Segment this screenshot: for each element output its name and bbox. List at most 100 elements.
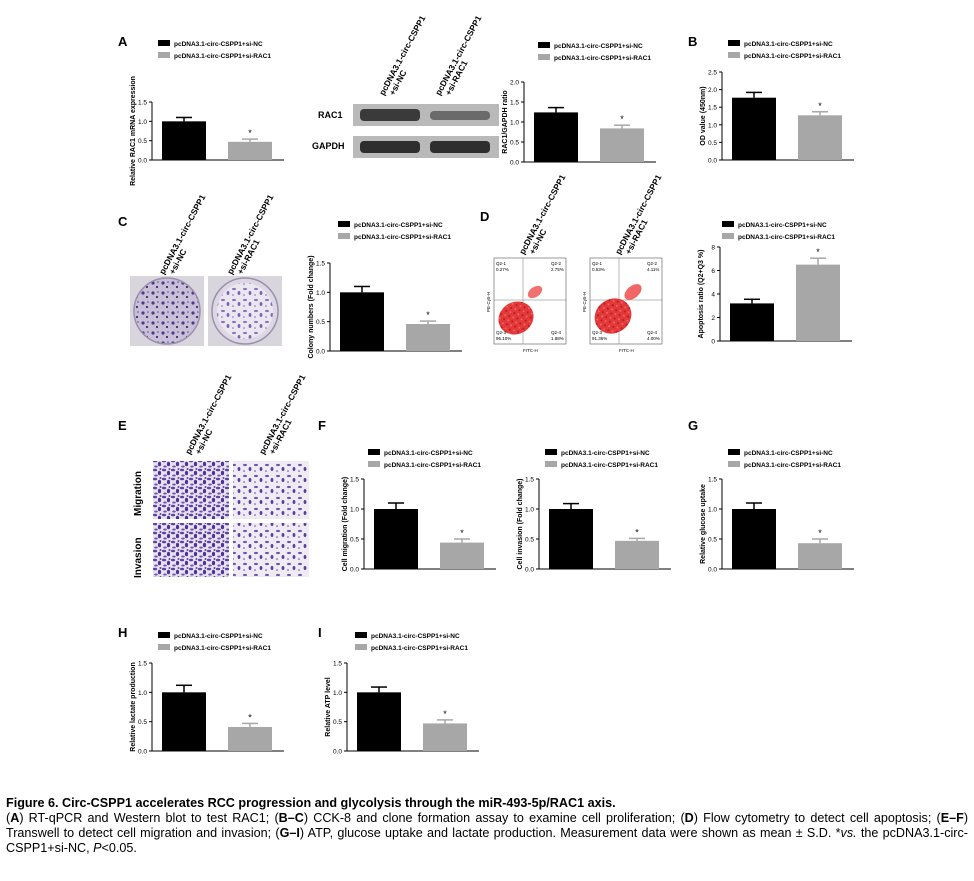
legend-label-rac1: pcDNA3.1-circ-CSPP1+si-RAC1	[561, 462, 658, 469]
bar-si-nc	[549, 509, 593, 569]
legend-swatch-rac1	[728, 461, 740, 467]
legend-swatch-rac1	[338, 233, 350, 239]
y-tick-label: 1.0	[350, 507, 359, 514]
legend-swatch-rac1	[355, 644, 367, 650]
flow-plot-nc	[493, 257, 567, 345]
bar-si-rac1	[406, 324, 450, 351]
flow-xlabel-nc: FITC-H	[523, 348, 538, 353]
legend-swatch-nc	[158, 40, 170, 46]
significance-star: *	[620, 114, 624, 124]
y-tick-label: 1.0	[525, 507, 534, 514]
y-tick-label: 0.5	[708, 140, 717, 147]
chart-D: 0 2 4 6 8 Apoptosis ratio (Q2+Q3 %) * pcDNA3.1-…	[698, 221, 852, 346]
y-tick-label: 1.0	[333, 690, 342, 697]
significance-star: *	[460, 528, 464, 538]
y-tick-label: 1.5	[708, 477, 717, 484]
legend-swatch-rac1	[722, 233, 734, 239]
legend-label-nc: pcDNA3.1-circ-CSPP1+si-NC	[174, 41, 263, 48]
flow-xlabel-rac1: FITC-H	[619, 348, 634, 353]
y-tick-label: 0.0	[510, 160, 519, 167]
bar-si-rac1	[615, 540, 659, 569]
y-axis-label: OD value (450nm)	[700, 86, 707, 145]
flow-q2v-nc: 2.75%	[551, 267, 564, 272]
flow-q1-rac1: Q2-1	[592, 261, 603, 266]
y-tick-label: 2.0	[708, 87, 717, 94]
y-tick-label: 0.0	[333, 749, 342, 756]
y-tick-label: 2	[711, 315, 715, 322]
bar-si-nc	[357, 692, 401, 751]
y-axis-label: Relative lactate production	[130, 662, 137, 751]
legend-label-nc: pcDNA3.1-circ-CSPP1+si-NC	[354, 222, 443, 229]
y-tick-label: 4	[711, 292, 715, 299]
panel-label-H: H	[118, 625, 127, 640]
y-tick-label: 0	[711, 339, 715, 346]
legend-swatch-nc	[355, 632, 367, 638]
bar-si-nc	[730, 303, 774, 341]
legend-label-nc: pcDNA3.1-circ-CSPP1+si-NC	[561, 450, 650, 457]
legend-label-rac1: pcDNA3.1-circ-CSPP1+si-RAC1	[744, 462, 841, 469]
flow-cytometry: pcDNA3.1-circ-CSPP1 +si-NC pcDNA3.1-circ…	[486, 173, 664, 353]
y-tick-label: 0.0	[138, 749, 147, 756]
legend-swatch-nc	[538, 42, 550, 48]
transwell-images: pcDNA3.1-circ-CSPP1 +si-NC pcDNA3.1-circ…	[133, 373, 309, 578]
y-tick-label: 1.5	[333, 661, 342, 668]
flow-cloud-nc	[498, 301, 534, 335]
y-axis-label: Relative ATP level	[325, 677, 332, 736]
legend-swatch-nc	[728, 40, 740, 46]
significance-star: *	[635, 527, 639, 537]
flow-q4-rac1: Q2-4	[647, 330, 658, 335]
y-tick-label: 0.0	[350, 567, 359, 574]
bar-si-rac1	[798, 543, 842, 569]
flow-q2v-rac1: 4.11%	[647, 267, 659, 272]
significance-star: *	[818, 101, 822, 111]
legend-label-nc: pcDNA3.1-circ-CSPP1+si-NC	[744, 450, 833, 457]
panel-label-B: B	[688, 34, 697, 49]
figure-caption: Figure 6. Circ-CSPP1 accelerates RCC pro…	[6, 796, 968, 856]
y-tick-label: 0.0	[708, 567, 717, 574]
bar-si-rac1	[440, 542, 484, 569]
tw-invasion-nc	[153, 523, 229, 577]
legend-swatch-rac1	[158, 644, 170, 650]
bar-si-nc	[732, 97, 776, 160]
y-tick-label: 6	[711, 268, 715, 275]
tw-migration-label: Migration	[133, 471, 144, 516]
bar-si-nc	[162, 121, 206, 160]
y-axis-label: Relative glucose uptake	[700, 484, 707, 564]
legend-swatch-nc	[728, 449, 740, 455]
y-tick-label: 1.5	[525, 477, 534, 484]
wb-rac1-band-rac1	[430, 111, 490, 120]
wb-gapdh-label: GAPDH	[312, 141, 345, 151]
y-tick-label: 1.0	[510, 120, 519, 127]
bar-si-nc	[374, 509, 418, 569]
flow-q3-nc: Q2-3	[496, 330, 507, 335]
chart-B: 0.0 0.5 1.0 1.5 2.0 2.5 OD value (450nm) * pcDNA…	[700, 40, 854, 165]
legend-label-nc: pcDNA3.1-circ-CSPP1+si-NC	[738, 222, 827, 229]
significance-star: *	[443, 709, 447, 719]
flow-q2-rac1: Q2-2	[647, 261, 658, 266]
flow-ylabel-rac1: PE-Cy5-H	[582, 292, 587, 312]
legend-label-nc: pcDNA3.1-circ-CSPP1+si-NC	[744, 41, 833, 48]
bar-si-nc	[162, 692, 206, 751]
y-tick-label: 0.0	[525, 567, 534, 574]
flow-cloud-rac1-tail	[624, 284, 642, 300]
legend-swatch-rac1	[545, 461, 557, 467]
tw-migration-rac1	[233, 461, 309, 519]
legend-swatch-rac1	[538, 54, 550, 60]
y-axis-label: Apoptosis ratio (Q2+Q3 %)	[698, 250, 705, 339]
y-tick-label: 0.5	[138, 138, 147, 145]
y-tick-label: 0.5	[708, 537, 717, 544]
significance-star: *	[816, 247, 820, 257]
tw-invasion-label: Invasion	[133, 537, 144, 578]
y-tick-label: 2.5	[708, 70, 717, 77]
legend-label-rac1: pcDNA3.1-circ-CSPP1+si-RAC1	[174, 645, 271, 652]
y-axis-label: RAC1/GAPDH ratio	[502, 90, 509, 153]
y-tick-label: 1.0	[316, 290, 325, 297]
flow-q3-rac1: Q2-3	[592, 330, 603, 335]
legend-label-nc: pcDNA3.1-circ-CSPP1+si-NC	[174, 633, 263, 640]
